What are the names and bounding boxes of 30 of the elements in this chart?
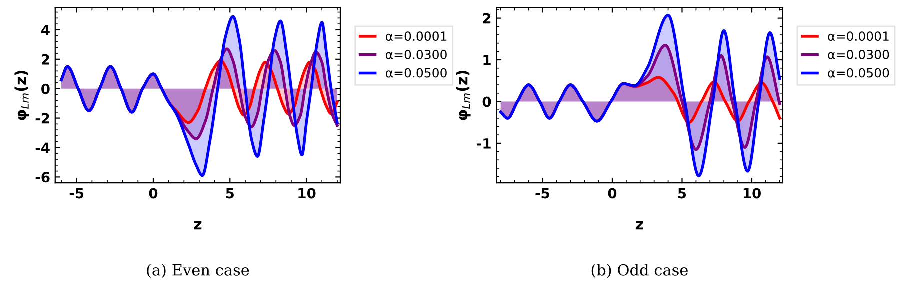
y-tick-label: 0 xyxy=(482,96,492,108)
legend-label: α=0.0300 xyxy=(828,50,890,60)
x-tick-label: 10 xyxy=(744,188,761,199)
y-tick-label: -2 xyxy=(36,113,50,124)
y-tick-label: 0 xyxy=(42,84,50,94)
x-tick-label: -5 xyxy=(536,188,550,199)
y-tick-label: -4 xyxy=(36,142,50,154)
x-axis-title: z xyxy=(636,221,644,230)
legend-label: α=0.0001 xyxy=(386,32,447,42)
legend-label: α=0.0500 xyxy=(386,68,447,78)
y-tick-label: 2 xyxy=(483,13,491,24)
x-tick-label: -5 xyxy=(70,188,84,199)
text: (a) Even case xyxy=(147,264,250,278)
y-axis-title: φ$_{Lm}$(z) xyxy=(14,70,30,120)
y-axis-title: φ$_{Lm}$(z) xyxy=(456,70,471,120)
legend-label: α=0.0001 xyxy=(828,32,889,42)
x-tick-label: 0 xyxy=(608,188,617,199)
x-axis-title: z xyxy=(194,221,202,230)
x-tick-label: 5 xyxy=(226,188,234,199)
y-tick-label: 2 xyxy=(42,54,50,65)
y-tick-label: -6 xyxy=(36,172,50,183)
x-tick-label: 5 xyxy=(678,188,686,199)
x-tick-label: 0 xyxy=(149,188,158,199)
legend-label: α=0.0300 xyxy=(386,50,447,60)
text: (b) Odd case xyxy=(592,264,688,278)
y-tick-label: -1 xyxy=(477,138,491,149)
x-tick-label: 10 xyxy=(298,188,316,199)
legend-label: α=0.0500 xyxy=(828,68,890,78)
y-tick-label: 4 xyxy=(41,25,50,36)
y-tick-label: 1 xyxy=(484,55,491,66)
